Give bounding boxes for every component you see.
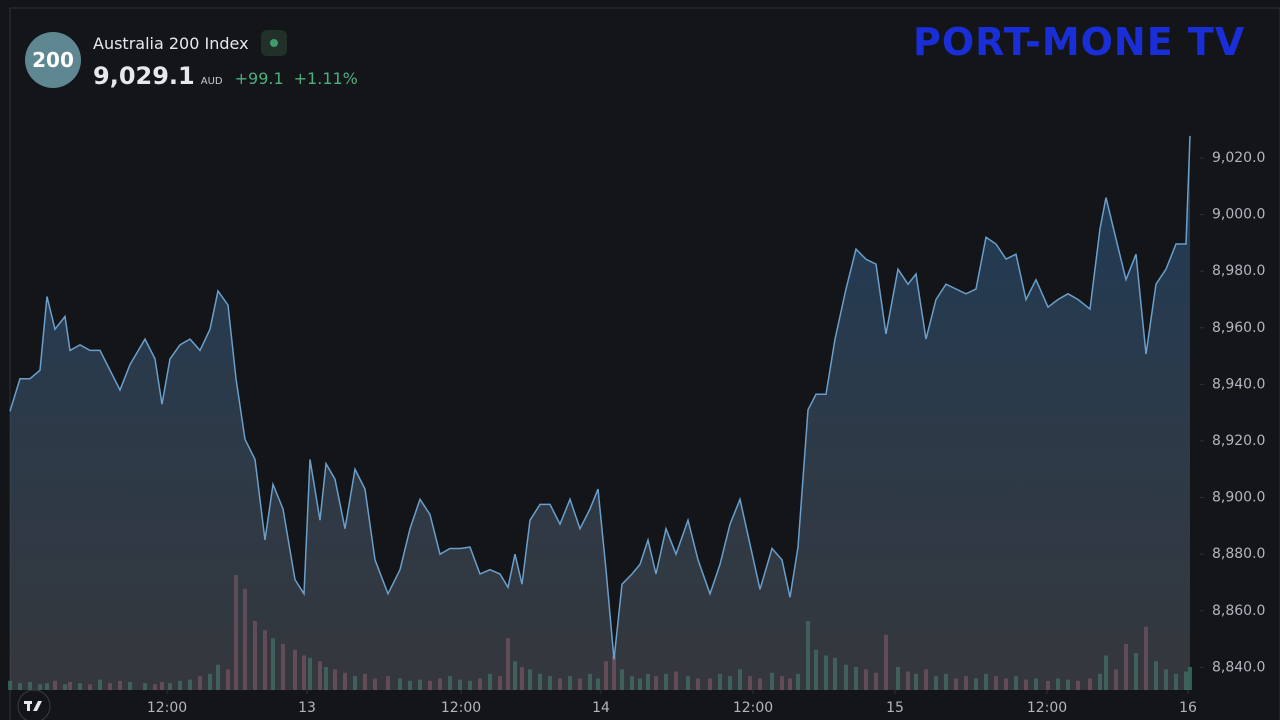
currency: AUD bbox=[200, 76, 223, 87]
x-tick-label: 13 bbox=[298, 700, 316, 716]
chart-title: Australia 200 Index bbox=[93, 33, 249, 53]
title-row: Australia 200 Index bbox=[93, 30, 362, 56]
last-price: 9,029.1 bbox=[93, 62, 195, 90]
price-line bbox=[9, 135, 1191, 660]
y-tick-label: 8,900.0 bbox=[1212, 490, 1265, 506]
price-row: 9,029.1 AUD +99.1 +1.11% bbox=[93, 62, 362, 90]
y-tick-label: 8,860.0 bbox=[1212, 603, 1265, 619]
watermark-logo: PORT-MONE TV bbox=[913, 20, 1246, 64]
tv-icon bbox=[17, 689, 51, 720]
y-tick-label: 8,960.0 bbox=[1212, 320, 1265, 336]
header: 200 Australia 200 Index 9,029.1 AUD +99.… bbox=[25, 30, 362, 90]
x-tick-label: 14 bbox=[592, 700, 610, 716]
y-tick-label: 9,000.0 bbox=[1212, 207, 1265, 223]
area-layer bbox=[9, 135, 1191, 690]
x-tick-label: 15 bbox=[886, 700, 904, 716]
change: +99.1 bbox=[234, 69, 284, 88]
status-dot bbox=[269, 39, 278, 47]
y-tick-label: 8,940.0 bbox=[1212, 376, 1265, 392]
change-percent: +1.11% bbox=[293, 69, 358, 88]
x-tick-label: 16 bbox=[1179, 700, 1197, 716]
x-tick-label: 12:00 bbox=[147, 700, 187, 716]
y-tick-label: 8,920.0 bbox=[1212, 433, 1265, 449]
price-area bbox=[10, 135, 1190, 690]
symbol-info: Australia 200 Index 9,029.1 AUD +99.1 +1… bbox=[93, 30, 362, 90]
plot-frame bbox=[9, 7, 1280, 720]
y-tick-label: 9,020.0 bbox=[1212, 150, 1265, 166]
x-tick-label: 12:00 bbox=[1027, 700, 1067, 716]
x-tick-label: 12:00 bbox=[441, 700, 481, 716]
symbol-badge: 200 bbox=[25, 32, 81, 88]
axes-layer: 8,840.0 8,860.0 8,880.0 8,900.0 8,920.0 8,940… bbox=[147, 150, 1266, 716]
y-tick-label: 8,840.0 bbox=[1212, 659, 1265, 675]
x-tick-label: 12:00 bbox=[733, 700, 773, 716]
y-tick-label: 8,880.0 bbox=[1212, 546, 1265, 562]
market-status[interactable] bbox=[260, 30, 287, 56]
y-tick-label: 8,980.0 bbox=[1212, 263, 1265, 279]
